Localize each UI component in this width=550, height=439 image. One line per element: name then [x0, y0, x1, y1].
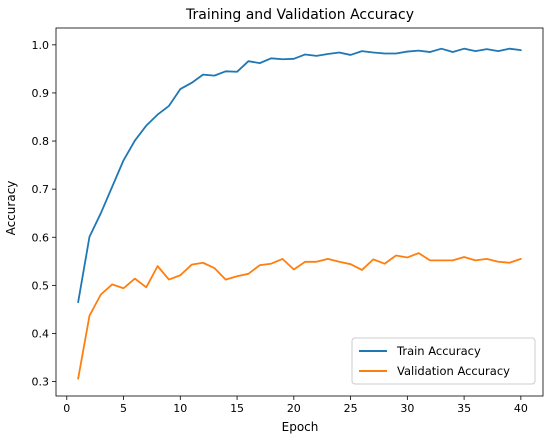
x-tick-label: 40 — [514, 402, 528, 415]
legend-label-validation: Validation Accuracy — [397, 364, 510, 378]
x-axis-label: Epoch — [282, 420, 319, 434]
x-tick-label: 20 — [287, 402, 301, 415]
series-layer — [77, 47, 522, 380]
ticks-layer: 0 5 10 15 20 25 30 35 40 0.3 0.4 0.5 0.6 0.7 0.8 0.9 1.0 — [32, 39, 528, 415]
y-tick-label: 0.3 — [32, 376, 50, 389]
plot-frame — [55, 27, 544, 397]
plot-axes: 0 5 10 15 20 25 30 35 40 0.3 0.4 0.5 0.6 0.7 0.8 0.9 1.0 — [32, 27, 544, 415]
x-tick-label: 5 — [120, 402, 127, 415]
legend-label-train: Train Accuracy — [396, 344, 481, 358]
x-tick-label: 0 — [63, 402, 70, 415]
y-tick-label: 0.9 — [32, 87, 50, 100]
x-tick-label: 10 — [173, 402, 187, 415]
legend: Train Accuracy Validation Accuracy — [351, 337, 536, 385]
y-tick-label: 0.4 — [32, 327, 50, 340]
y-axis-label: Accuracy — [4, 181, 18, 236]
x-tick-label: 30 — [400, 402, 414, 415]
legend-box — [351, 337, 536, 385]
train-accuracy-line — [77, 47, 522, 304]
x-tick-label: 35 — [457, 402, 471, 415]
y-tick-label: 0.8 — [32, 135, 50, 148]
chart-title: Training and Validation Accuracy — [185, 7, 414, 23]
x-tick-label: 25 — [344, 402, 358, 415]
validation-accuracy-line — [77, 252, 522, 380]
y-tick-label: 0.5 — [32, 279, 50, 292]
y-tick-label: 0.6 — [32, 231, 50, 244]
y-tick-label: 1.0 — [32, 39, 50, 52]
x-tick-label: 15 — [230, 402, 244, 415]
y-tick-label: 0.7 — [32, 183, 50, 196]
